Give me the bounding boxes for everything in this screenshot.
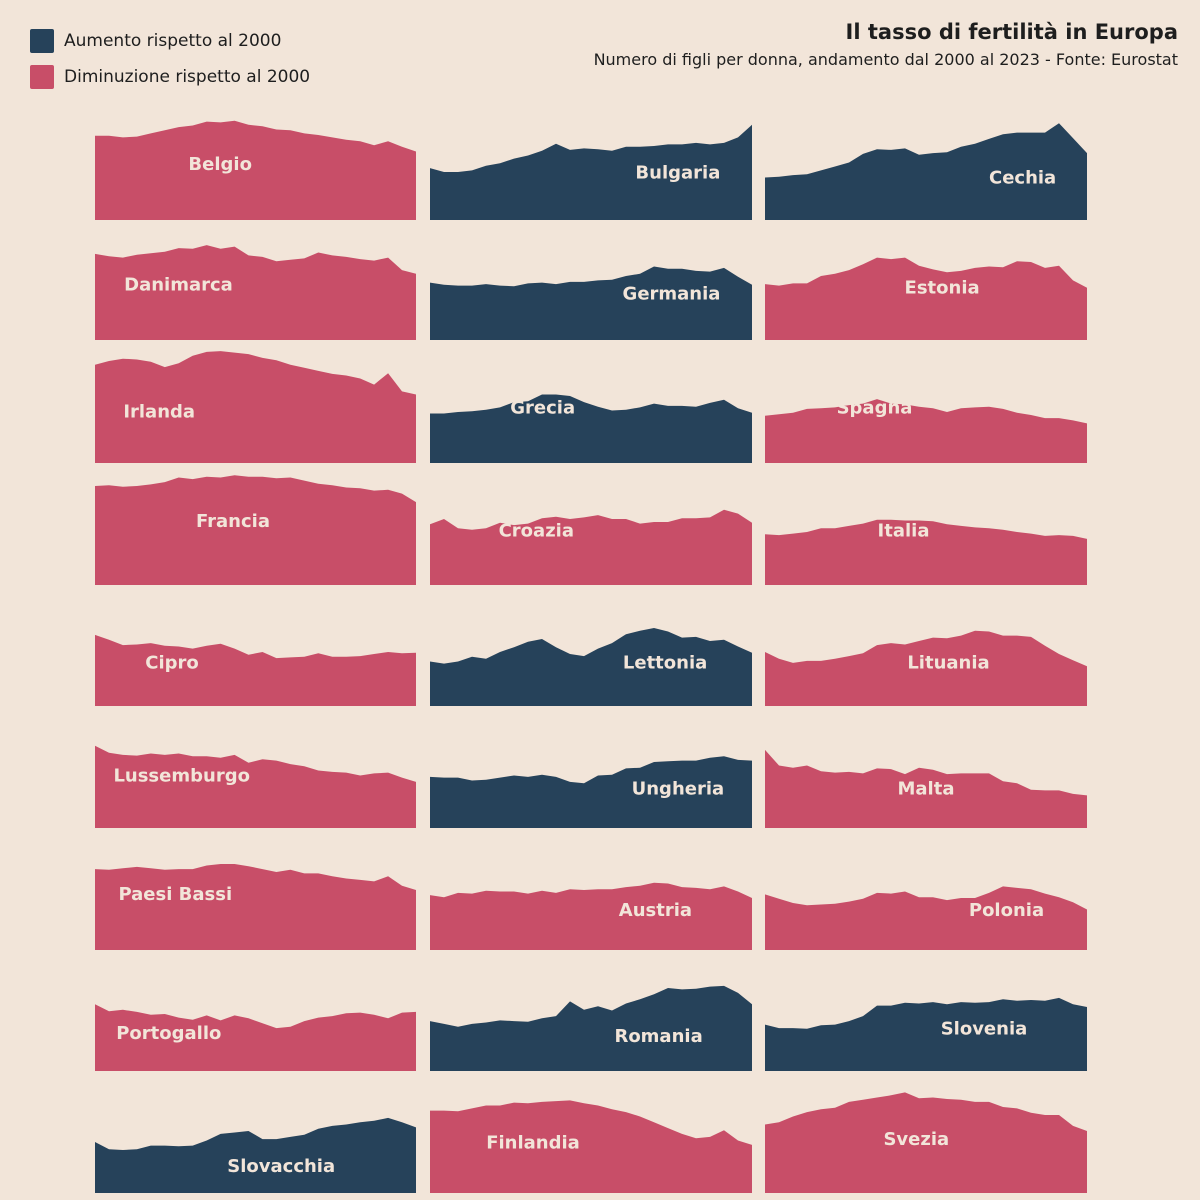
country-label: Ungheria xyxy=(632,779,725,800)
area-ungheria xyxy=(430,756,752,828)
country-label: Slovacchia xyxy=(227,1156,335,1177)
country-label: Romania xyxy=(614,1026,702,1047)
area-estonia xyxy=(765,257,1087,340)
panel-lettonia: Lettonia xyxy=(430,628,752,706)
area-belgio xyxy=(95,120,416,220)
panel-paesi-bassi: Paesi Bassi xyxy=(95,864,416,950)
country-label: Lituania xyxy=(907,653,989,674)
area-romania xyxy=(430,985,752,1071)
panel-italia: Italia xyxy=(765,519,1087,585)
country-label: Cipro xyxy=(145,653,199,674)
panel-lussemburgo: Lussemburgo xyxy=(95,745,416,828)
area-cipro xyxy=(95,634,416,706)
panel-svezia: Svezia xyxy=(765,1092,1087,1193)
area-lussemburgo xyxy=(95,745,416,828)
area-danimarca xyxy=(95,245,416,340)
legend: Aumento rispetto al 2000 Diminuzione ris… xyxy=(30,28,310,100)
country-label: Lussemburgo xyxy=(113,765,250,786)
country-label: Lettonia xyxy=(623,653,707,674)
area-irlanda xyxy=(95,351,416,463)
panel-slovacchia: Slovacchia xyxy=(95,1117,416,1193)
country-label: Italia xyxy=(878,521,930,542)
area-italia xyxy=(765,519,1087,585)
area-finlandia xyxy=(430,1100,752,1193)
country-label: Polonia xyxy=(969,900,1044,921)
area-malta xyxy=(765,749,1087,828)
country-label: Finlandia xyxy=(486,1132,580,1153)
country-label: Bulgaria xyxy=(635,163,720,184)
country-label: Slovenia xyxy=(941,1019,1028,1040)
legend-item-decrease: Diminuzione rispetto al 2000 xyxy=(30,64,310,90)
country-label: Germania xyxy=(623,283,721,304)
area-slovacchia xyxy=(95,1117,416,1193)
panel-finlandia: Finlandia xyxy=(430,1100,752,1193)
legend-label-decrease: Diminuzione rispetto al 2000 xyxy=(64,67,311,87)
country-label: Portogallo xyxy=(116,1023,221,1044)
panel-francia: Francia xyxy=(95,475,416,585)
country-label: Austria xyxy=(619,900,692,921)
country-label: Belgio xyxy=(188,154,252,175)
panel-austria: Austria xyxy=(430,882,752,950)
panel-malta: Malta xyxy=(765,749,1087,828)
area-spagna xyxy=(765,399,1087,463)
panel-cipro: Cipro xyxy=(95,634,416,706)
panel-portogallo: Portogallo xyxy=(95,1004,416,1071)
chart-title: Il tasso di fertilità in Europa xyxy=(845,20,1178,44)
panel-danimarca: Danimarca xyxy=(95,245,416,340)
panel-grecia: Grecia xyxy=(430,394,752,463)
area-portogallo xyxy=(95,1004,416,1071)
area-croazia xyxy=(430,509,752,585)
area-grecia xyxy=(430,394,752,463)
legend-label-increase: Aumento rispetto al 2000 xyxy=(64,31,282,51)
panel-cechia: Cechia xyxy=(765,123,1087,220)
panel-polonia: Polonia xyxy=(765,886,1087,950)
panel-estonia: Estonia xyxy=(765,257,1087,340)
legend-swatch-decrease xyxy=(30,65,54,89)
country-label: Danimarca xyxy=(124,274,233,295)
country-label: Grecia xyxy=(510,398,575,419)
country-label: Svezia xyxy=(883,1129,949,1150)
area-lituania xyxy=(765,630,1087,706)
panel-belgio: Belgio xyxy=(95,120,416,220)
country-label: Malta xyxy=(898,779,955,800)
country-label: Spagna xyxy=(837,398,913,419)
area-bulgaria xyxy=(430,124,752,220)
panel-croazia: Croazia xyxy=(430,509,752,585)
area-germania xyxy=(430,266,752,340)
panel-irlanda: Irlanda xyxy=(95,351,416,463)
country-label: Irlanda xyxy=(123,401,195,422)
panel-germania: Germania xyxy=(430,266,752,340)
area-svezia xyxy=(765,1092,1087,1193)
country-label: Paesi Bassi xyxy=(118,884,232,905)
country-label: Cechia xyxy=(989,168,1056,189)
country-label: Croazia xyxy=(499,521,574,542)
area-cechia xyxy=(765,123,1087,220)
area-austria xyxy=(430,882,752,950)
panel-lituania: Lituania xyxy=(765,630,1087,706)
country-label: Estonia xyxy=(905,278,980,299)
area-polonia xyxy=(765,886,1087,950)
legend-item-increase: Aumento rispetto al 2000 xyxy=(30,28,310,54)
area-lettonia xyxy=(430,628,752,706)
chart-subtitle: Numero di figli per donna, andamento dal… xyxy=(593,50,1178,69)
panel-romania: Romania xyxy=(430,985,752,1071)
country-label: Francia xyxy=(196,511,270,532)
area-francia xyxy=(95,475,416,585)
panel-bulgaria: Bulgaria xyxy=(430,124,752,220)
panel-spagna: Spagna xyxy=(765,398,1087,463)
panel-slovenia: Slovenia xyxy=(765,997,1087,1071)
area-paesi-bassi xyxy=(95,864,416,950)
area-slovenia xyxy=(765,997,1087,1071)
legend-swatch-increase xyxy=(30,29,54,53)
panel-ungheria: Ungheria xyxy=(430,756,752,828)
